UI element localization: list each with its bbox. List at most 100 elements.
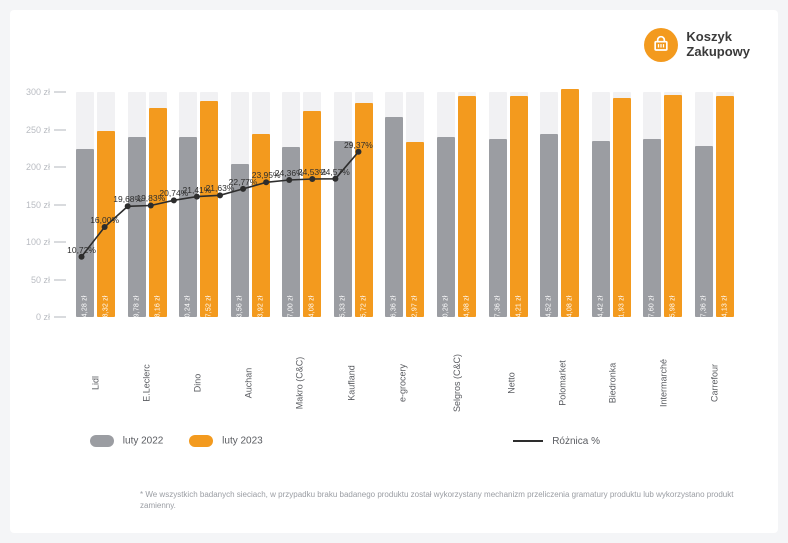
bar-track: 248,32 zł	[97, 92, 115, 317]
pct-label: 10,72%	[67, 245, 96, 255]
bar-group: 234,42 zł291,93 zł	[585, 92, 637, 317]
bar-group: 203,56 zł243,92 zł	[225, 92, 277, 317]
bar-luty2023: 294,21 zł	[510, 96, 528, 317]
x-label: Kaufland	[346, 358, 356, 409]
bar-group: 240,26 zł294,98 zł	[431, 92, 483, 317]
bar-luty2022: 266,36 zł	[385, 117, 403, 317]
bar-track: 227,36 zł	[695, 92, 713, 317]
bar-value-label: 304,08 zł	[567, 295, 574, 325]
bar-group: 240,24 zł287,52 zł	[173, 92, 225, 317]
bar-value-label: 285,72 zł	[360, 295, 367, 325]
x-label: Carrefour	[710, 358, 720, 409]
bar-luty2023: 294,98 zł	[458, 96, 476, 317]
x-label: Biedronka	[608, 358, 618, 409]
brand-line1: Koszyk	[686, 30, 750, 45]
bar-track: 239,78 zł	[128, 92, 146, 317]
bar-luty2022: 244,52 zł	[540, 134, 558, 317]
bar-luty2023: 232,97 zł	[406, 142, 424, 317]
swatch-2023	[189, 435, 213, 447]
bar-value-label: 287,52 zł	[206, 295, 213, 325]
bar-luty2022: 240,26 zł	[437, 137, 455, 317]
bar-value-label: 278,16 zł	[154, 295, 161, 325]
bar-track: 294,98 zł	[458, 92, 476, 317]
bar-value-label: 244,52 zł	[546, 295, 553, 325]
x-label: Polomarket	[557, 358, 567, 409]
bar-luty2022: 237,60 zł	[643, 139, 661, 317]
bar-track: 291,93 zł	[613, 92, 631, 317]
bar-track: 227,00 zł	[282, 92, 300, 317]
legend-item-line: Różnica %	[513, 436, 600, 447]
bar-luty2022: 237,36 zł	[489, 139, 507, 317]
y-tick: 50 zł	[26, 275, 66, 285]
x-label: Intermarché	[659, 358, 669, 409]
bar-value-label: 232,97 zł	[412, 295, 419, 325]
chart-plot-area: 0 zł50 zł100 zł150 zł200 zł250 zł300 zł …	[70, 92, 740, 317]
bar-value-label: 203,56 zł	[236, 295, 243, 325]
bar-value-label: 237,36 zł	[494, 295, 501, 325]
bar-track: 244,52 zł	[540, 92, 558, 317]
x-label: Lidl	[90, 358, 100, 409]
bar-track: 240,26 zł	[437, 92, 455, 317]
x-axis-labels: LidlE.LeclercDinoAuchanMakro (C&C)Kaufla…	[70, 330, 740, 340]
bar-luty2023: 274,08 zł	[303, 111, 321, 317]
bars-container: 224,28 zł248,32 zł239,78 zł278,16 zł240,…	[70, 92, 740, 317]
footnote-text: * We wszystkich badanych sieciach, w prz…	[140, 489, 738, 511]
bar-value-label: 294,13 zł	[721, 295, 728, 325]
bar-group: 239,78 zł278,16 zł	[122, 92, 174, 317]
bar-group: 244,52 zł304,08 zł	[534, 92, 586, 317]
bar-track: 274,08 zł	[303, 92, 321, 317]
bar-group: 227,00 zł274,08 zł	[276, 92, 328, 317]
pct-label: 16,00%	[90, 215, 119, 225]
bar-luty2023: 295,98 zł	[664, 95, 682, 317]
bar-value-label: 248,32 zł	[103, 295, 110, 325]
bar-value-label: 239,78 zł	[133, 295, 140, 325]
bar-luty2023: 287,52 zł	[200, 101, 218, 317]
y-tick: 100 zł	[26, 237, 66, 247]
chart-legend: luty 2022 luty 2023 Różnica %	[90, 435, 740, 447]
bar-track: 266,36 zł	[385, 92, 403, 317]
bar-value-label: 274,08 zł	[309, 295, 316, 325]
bar-track: 234,42 zł	[592, 92, 610, 317]
bar-luty2023: 278,16 zł	[149, 108, 167, 317]
bar-luty2022: 234,42 zł	[592, 141, 610, 317]
bar-luty2023: 291,93 zł	[613, 98, 631, 317]
bar-track: 243,92 zł	[252, 92, 270, 317]
basket-icon	[644, 28, 678, 62]
bar-track: 237,36 zł	[489, 92, 507, 317]
y-tick: 150 zł	[26, 200, 66, 210]
bar-group: 237,60 zł295,98 zł	[637, 92, 689, 317]
bar-value-label: 266,36 zł	[391, 295, 398, 325]
bar-value-label: 295,98 zł	[670, 295, 677, 325]
bar-value-label: 243,92 zł	[257, 295, 264, 325]
bar-value-label: 294,98 zł	[463, 295, 470, 325]
bar-track: 287,52 zł	[200, 92, 218, 317]
y-tick: 300 zł	[26, 87, 66, 97]
bar-track: 224,28 zł	[76, 92, 94, 317]
bar-track: 232,97 zł	[406, 92, 424, 317]
chart-card: Koszyk Zakupowy 0 zł50 zł100 zł150 zł200…	[10, 10, 778, 533]
pct-label: 29,37%	[344, 140, 373, 150]
bar-luty2023: 285,72 zł	[355, 103, 373, 317]
legend-label-2023: luty 2023	[222, 436, 263, 447]
brand-logo: Koszyk Zakupowy	[644, 28, 750, 62]
swatch-line	[513, 440, 543, 442]
bar-group: 235,33 zł285,72 zł	[328, 92, 380, 317]
legend-label-line: Różnica %	[552, 436, 600, 447]
bar-track: 285,72 zł	[355, 92, 373, 317]
bar-value-label: 294,21 zł	[515, 295, 522, 325]
bar-track: 294,21 zł	[510, 92, 528, 317]
bar-value-label: 234,42 zł	[597, 295, 604, 325]
bar-value-label: 240,24 zł	[185, 295, 192, 325]
bar-luty2022: 227,36 zł	[695, 146, 713, 317]
bar-track: 294,13 zł	[716, 92, 734, 317]
bar-value-label: 240,26 zł	[442, 295, 449, 325]
bar-group: 237,36 zł294,21 zł	[482, 92, 534, 317]
bar-group: 227,36 zł294,13 zł	[688, 92, 740, 317]
pct-label: 24,57%	[321, 167, 350, 177]
bar-group: 266,36 zł232,97 zł	[379, 92, 431, 317]
bar-group: 224,28 zł248,32 zł	[70, 92, 122, 317]
x-label: e-grocery	[397, 358, 407, 409]
bar-track: 235,33 zł	[334, 92, 352, 317]
y-tick: 250 zł	[26, 125, 66, 135]
x-label: Dino	[192, 358, 202, 409]
